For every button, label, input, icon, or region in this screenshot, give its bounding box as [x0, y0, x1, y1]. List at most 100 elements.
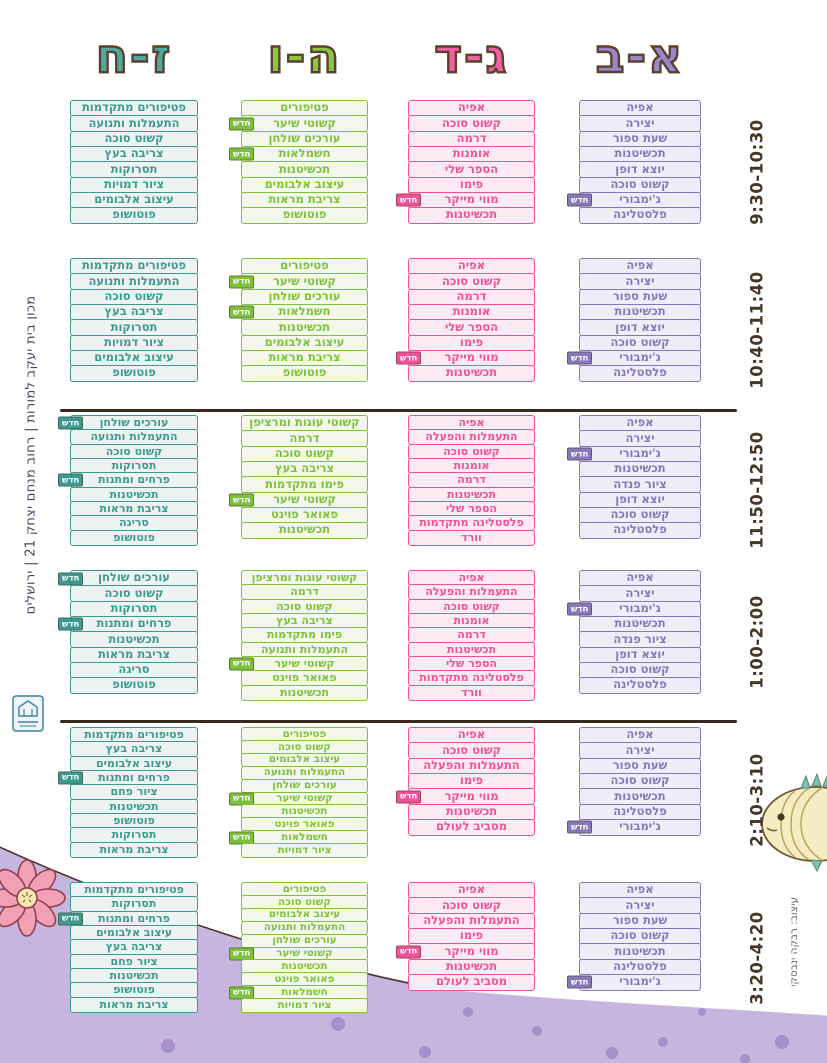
- column-zayin-chet: ז-ח פטיפורים מתקדמות התעמלות ותנועה קשוט סו…: [58, 0, 198, 1063]
- activity-label: פטיפורים מתקדמות: [81, 258, 187, 273]
- new-badge: חדש: [58, 771, 84, 785]
- cell-hey-vav-slot4: קשוטי עוגות ומרציפן דרמה קשוט סוכה צריבה בע…: [229, 570, 368, 701]
- activity-item: יצירה: [579, 430, 701, 448]
- activity-label: יצירה: [625, 430, 655, 445]
- activity-label: התעמלות והפעלה: [425, 585, 518, 599]
- cell-alef-bet-slot4: אפיה יצירה ג'ימבורי חדש תכשיטנות ציור פנדה יוצ…: [567, 570, 701, 695]
- activity-label: אומנות: [452, 146, 491, 161]
- activity-label: פטיפורים מתקדמות: [84, 728, 184, 741]
- activity-label: ג'ימבורי: [619, 445, 661, 460]
- activity-label: קשוטי שיער: [276, 947, 333, 960]
- activity-label: תכשיטנות: [109, 487, 159, 501]
- activity-label: ציור דמויות: [277, 998, 332, 1011]
- new-badge: חדש: [396, 945, 422, 959]
- new-badge: חדש: [396, 351, 422, 365]
- new-badge: חדש: [229, 493, 255, 507]
- activity-item: וורד: [408, 684, 535, 701]
- activity-item: צריבה בעץ: [70, 939, 198, 956]
- column-header-gimel-dalet: ג-ד: [433, 28, 509, 85]
- activity-label: תכשיטנות: [278, 522, 331, 537]
- time-label: 9:30-10:30: [747, 119, 767, 225]
- activity-item: פוטושופ: [70, 529, 198, 546]
- activity-label: שעת ספור: [612, 757, 668, 772]
- activity-label: פלסטלינה: [613, 365, 667, 380]
- activity-label: ציור דמויות: [104, 176, 164, 191]
- activity-label: עיצוב אלבומים: [268, 753, 341, 766]
- activity-label: תסרוקות: [111, 897, 157, 911]
- activity-label: מווי מייקר: [444, 943, 499, 958]
- activity-item: פלסטלינה: [579, 677, 701, 695]
- cell-gimel-dalet-slot4: אפיה התעמלות והפעלה קשוט סוכה אומנות דרמה תכש…: [408, 570, 535, 701]
- activity-label: פטיפורים מתקדמות: [81, 100, 187, 115]
- activity-item: קשוטי שיער חדש: [229, 655, 368, 672]
- cell-gimel-dalet-slot1: אפיה קשוט סוכה דרמה אומנות הספר שלי פימו מווי …: [396, 100, 535, 225]
- activity-label: קשוטי שיער: [274, 656, 335, 670]
- activity-item: תכשיטנות: [579, 788, 701, 806]
- new-badge: חדש: [58, 912, 84, 926]
- time-label: 10:40-11:40: [747, 271, 767, 389]
- activity-label: פלסטלינה: [613, 677, 667, 692]
- activity-label: פלסטלינה מתקדמות: [419, 516, 524, 530]
- activity-label: פלסטלינה: [613, 958, 667, 973]
- activity-label: מווי מייקר: [444, 788, 499, 803]
- activity-label: קשוט סוכה: [104, 288, 164, 303]
- activity-item: פלסטלינה: [579, 522, 701, 540]
- activity-label: קשוט סוכה: [610, 662, 670, 677]
- activity-label: ציור פנדה: [613, 476, 667, 491]
- activity-label: התעמלות ותנועה: [90, 430, 178, 444]
- activity-label: וורד: [461, 685, 482, 699]
- activity-item: מסביב לעולם: [408, 818, 535, 836]
- cell-alef-bet-slot2: אפיה יצירה שעת ספור תכשיטנות יוצא דופן קשוט ס…: [567, 258, 701, 383]
- design-credit: עיצוב: רבקה ינבסקי: [788, 897, 800, 987]
- activity-label: תכשיטנות: [614, 788, 666, 803]
- activity-label: הספר שלי: [446, 656, 497, 670]
- activity-label: קשוט סוכה: [610, 176, 670, 191]
- activity-label: אפיה: [457, 258, 486, 273]
- activity-label: פוטושופ: [113, 813, 155, 827]
- activity-label: חשמלאות: [281, 830, 328, 843]
- activity-label: קשוט סוכה: [278, 895, 331, 908]
- activity-label: תסרוקות: [110, 161, 158, 176]
- activity-label: קשוטי שיער: [272, 273, 337, 288]
- activity-item: ציור דמויות: [241, 998, 368, 1013]
- activity-label: פלסטלינה: [613, 207, 667, 222]
- activity-item: פוטושופ: [70, 365, 198, 383]
- activity-label: ג'ימבורי: [619, 600, 661, 615]
- activity-label: ציור פחם: [110, 785, 158, 799]
- activity-item: דרמה: [241, 584, 368, 601]
- activity-label: קשוטי שיער: [276, 792, 333, 805]
- activity-label: עיצוב אלבומים: [94, 192, 174, 207]
- activity-label: אפיה: [626, 258, 654, 273]
- activity-label: יצירה: [625, 897, 655, 912]
- activity-item: ג'ימבורי חדש: [567, 818, 701, 836]
- activity-label: תכשיטנות: [279, 685, 330, 699]
- cell-zayin-chet-slot6: פטיפורים מתקדמות תסרוקות פרחים ומתנות חדש עי…: [58, 882, 198, 1013]
- activity-item: יצירה: [579, 742, 701, 760]
- activity-item: וורד: [408, 529, 535, 546]
- activity-label: צריבה בעץ: [275, 461, 335, 476]
- activity-label: עיצוב אלבומים: [95, 756, 173, 770]
- new-badge: חדש: [567, 193, 593, 207]
- activity-item: פוטושופ: [241, 365, 368, 383]
- activity-label: תסרוקות: [111, 828, 157, 842]
- activity-label: דרמה: [290, 585, 319, 599]
- activity-item: תכשיטנות: [408, 365, 535, 383]
- column-header-hey-vav: ה-ו: [266, 28, 342, 85]
- activity-label: פימו: [459, 334, 484, 349]
- new-badge: חדש: [396, 790, 422, 804]
- activity-label: פימו מתקדמות: [266, 628, 343, 642]
- activity-label: קשוט סוכה: [276, 599, 333, 613]
- activity-item: דרמה: [241, 430, 368, 448]
- time-label: 3:20-4:20: [747, 911, 767, 1005]
- activity-item: פימו מתקדמות: [241, 476, 368, 494]
- activity-label: אפיה: [626, 882, 654, 897]
- activity-label: תכשיטנות: [108, 631, 160, 646]
- new-badge: חדש: [58, 617, 84, 631]
- activity-label: וורד: [461, 530, 482, 544]
- activity-label: קשוט סוכה: [274, 445, 335, 460]
- activity-label: פוטושופ: [112, 365, 156, 380]
- activity-label: תכשיטנות: [445, 958, 498, 973]
- activity-label: שעת ספור: [612, 288, 668, 303]
- activity-label: פרחים ומתנות: [98, 770, 170, 784]
- activity-item: פלסטלינה מתקדמות: [408, 515, 535, 532]
